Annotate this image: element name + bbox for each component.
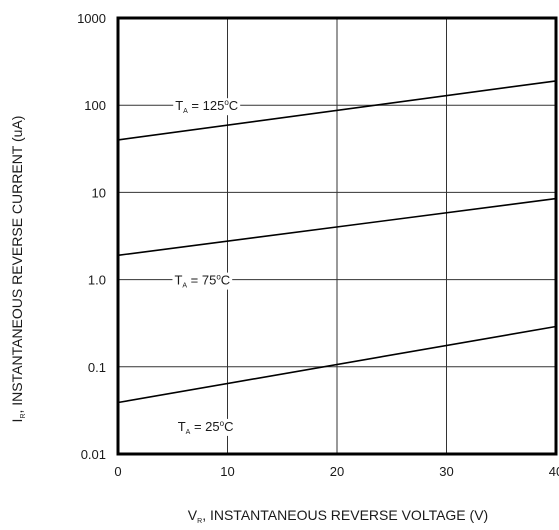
series-lines xyxy=(117,80,557,404)
series-line xyxy=(117,197,557,257)
series-label-background xyxy=(172,272,233,290)
series-line xyxy=(117,325,557,404)
x-tick-label: 0 xyxy=(114,464,121,479)
x-tick-label: 30 xyxy=(439,464,453,479)
x-tick-labels: 0 10 20 30 40 xyxy=(114,464,559,479)
y-tick-label: 0.01 xyxy=(81,447,106,462)
y-tick-label: 10 xyxy=(92,185,106,200)
plot-frame xyxy=(116,16,558,456)
x-tick-label: 20 xyxy=(330,464,344,479)
series-label: TA = 75oC xyxy=(174,273,230,290)
y-tick-label: 100 xyxy=(84,98,106,113)
grid-lines xyxy=(118,18,556,454)
y-tick-label: 1.0 xyxy=(88,273,106,288)
y-axis-label: IR, INSTANTANEOUS REVERSE CURRENT (uA) xyxy=(9,116,27,423)
x-tick-label: 10 xyxy=(220,464,234,479)
series-label: TA = 125oC xyxy=(175,98,238,115)
series-labels: TA = 125oC TA = 75oC TA = 25oC xyxy=(172,98,241,436)
y-tick-label: 1000 xyxy=(77,11,106,26)
y-tick-label: 0.1 xyxy=(88,360,106,375)
series-label-background xyxy=(173,98,241,116)
series-label: TA = 25oC xyxy=(178,419,234,436)
x-tick-label: 40 xyxy=(549,464,559,479)
series-line xyxy=(117,80,557,141)
series-label-background xyxy=(175,418,236,436)
y-tick-labels: 0.01 0.1 1.0 10 100 1000 xyxy=(77,11,106,462)
x-axis-label: VR, INSTANTANEOUS REVERSE VOLTAGE (V) xyxy=(188,507,488,525)
